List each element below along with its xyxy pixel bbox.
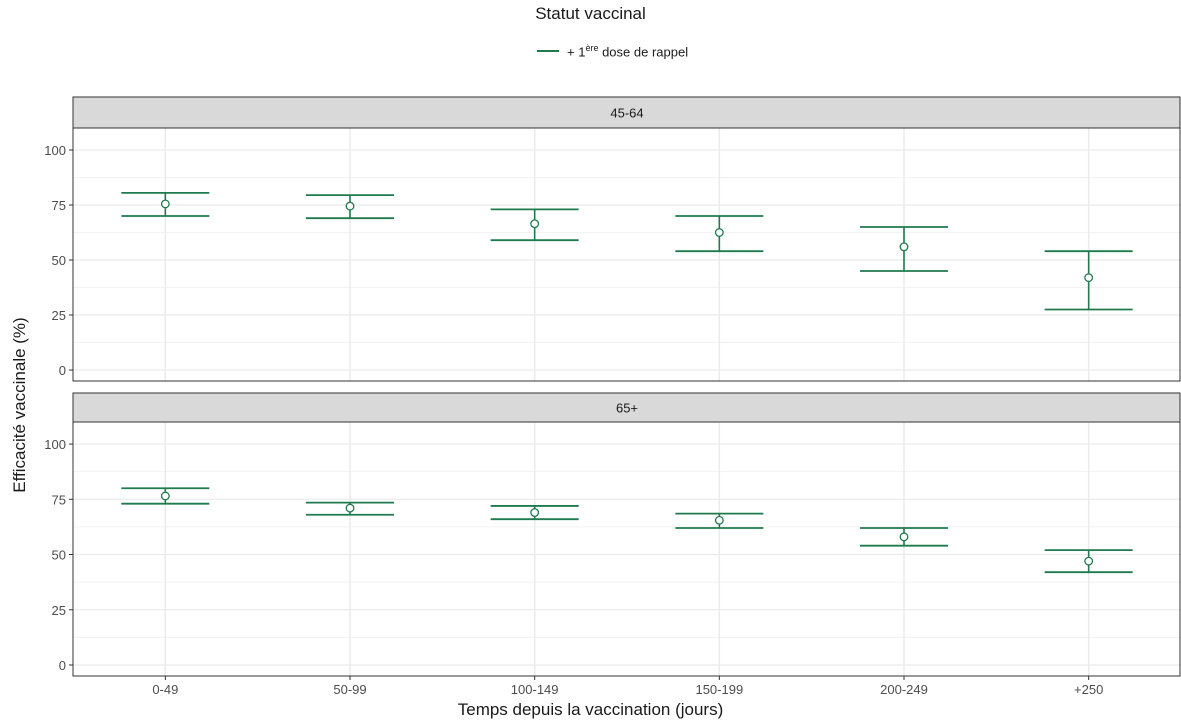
data-point: [345, 503, 355, 513]
legend-title: Statut vaccinal: [535, 4, 646, 23]
x-tick-label: 100-149: [511, 682, 559, 697]
y-tick-label: 25: [52, 603, 66, 618]
panel-border-45-64: [72, 127, 1181, 382]
y-axis-title: Efficacité vaccinale (%): [10, 317, 29, 493]
data-point: [1084, 556, 1094, 566]
data-point: [1084, 273, 1094, 283]
y-tick-label: 25: [52, 308, 66, 323]
y-tick-label: 0: [59, 363, 66, 378]
legend-line-swatch: [537, 50, 559, 53]
data-point: [899, 532, 909, 542]
y-tick-label: 100: [44, 143, 66, 158]
legend-label: + 1ère dose de rappel: [567, 43, 689, 60]
data-point: [530, 508, 540, 517]
data-point: [899, 242, 909, 252]
data-point: [714, 515, 724, 525]
x-tick-label: 200-249: [880, 682, 928, 697]
facet-strip-45-64: [72, 96, 1181, 129]
y-tick-label: 0: [59, 658, 66, 673]
legend-item: + 1ère dose de rappel: [537, 43, 688, 59]
facet-strip-label: 65+: [616, 401, 638, 416]
panel-border-65+: [72, 421, 1181, 677]
data-point: [530, 219, 540, 229]
x-tick-label: +250: [1074, 682, 1103, 697]
data-point: [160, 491, 170, 501]
data-point: [345, 201, 355, 211]
x-tick-label: 50-99: [333, 682, 366, 697]
data-point: [160, 199, 170, 209]
x-axis-title: Temps depuis la vaccination (jours): [457, 700, 724, 719]
y-tick-label: 75: [52, 198, 66, 213]
data-point: [714, 228, 724, 237]
facet-strip-label: 45-64: [610, 106, 643, 121]
x-tick-label: 0-49: [152, 682, 178, 697]
y-tick-label: 50: [52, 548, 66, 563]
y-tick-label: 75: [52, 492, 66, 507]
x-tick-label: 150-199: [695, 682, 743, 697]
y-tick-label: 50: [52, 253, 66, 268]
y-tick-label: 100: [44, 437, 66, 452]
